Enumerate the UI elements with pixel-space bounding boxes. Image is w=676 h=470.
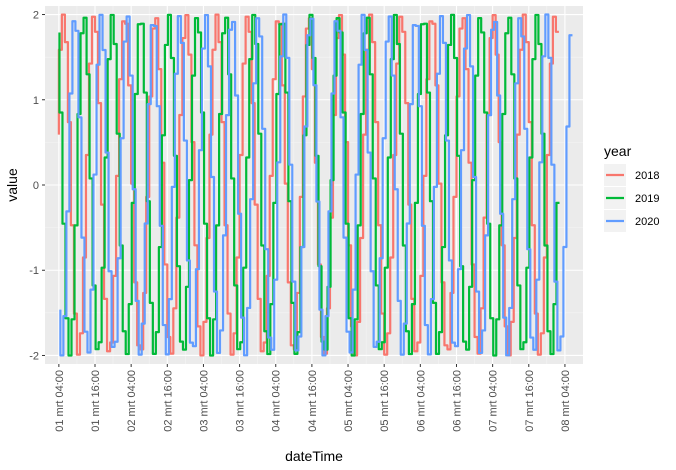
x-tick-label: 05 mrt 16:00 [379,370,391,432]
y-tick-label: 0 [33,180,39,192]
y-tick-label: 2 [33,10,39,22]
x-tick-label: 07 mrt 16:00 [524,370,536,432]
y-axis: -2 -1 0 1 2 [29,10,45,362]
series-line-2019 [58,13,560,357]
x-tick-label: 06 mrt 16:00 [451,370,463,432]
x-tick-label: 04 mrt 04:00 [271,370,283,432]
y-tick-label: -2 [29,350,39,362]
legend: year 2018 2019 2020 [604,143,659,232]
x-tick-label: 01 mrt 16:00 [90,370,102,432]
x-tick-label: 05 mrt 04:00 [343,370,355,432]
x-axis: 01 mrt 04:00 01 mrt 16:00 02 mrt 04:00 02 m… [54,364,572,432]
legend-items: 2018 2019 2020 [604,164,659,232]
series-line-2020 [59,13,573,357]
x-tick-label: 02 mrt 04:00 [126,370,138,432]
x-tick-label: 02 mrt 16:00 [162,370,174,432]
x-tick-label: 07 mrt 04:00 [488,370,500,432]
legend-label-2020: 2020 [635,216,659,228]
x-tick-label: 08 mrt 04:00 [560,370,572,432]
x-tick-label: 03 mrt 16:00 [235,370,247,432]
legend-label-2018: 2018 [635,170,659,182]
y-tick-label: 1 [33,95,39,107]
legend-title: year [604,143,632,159]
y-tick-label: -1 [29,265,39,277]
y-axis-title: value [4,168,20,202]
x-tick-label: 06 mrt 04:00 [415,370,427,432]
x-tick-label: 04 mrt 16:00 [307,370,319,432]
x-tick-label: 01 mrt 04:00 [54,370,66,432]
series-layer [57,13,573,357]
x-tick-label: 03 mrt 04:00 [198,370,210,432]
legend-label-2019: 2019 [635,193,659,205]
x-axis-title: dateTime [285,448,343,464]
